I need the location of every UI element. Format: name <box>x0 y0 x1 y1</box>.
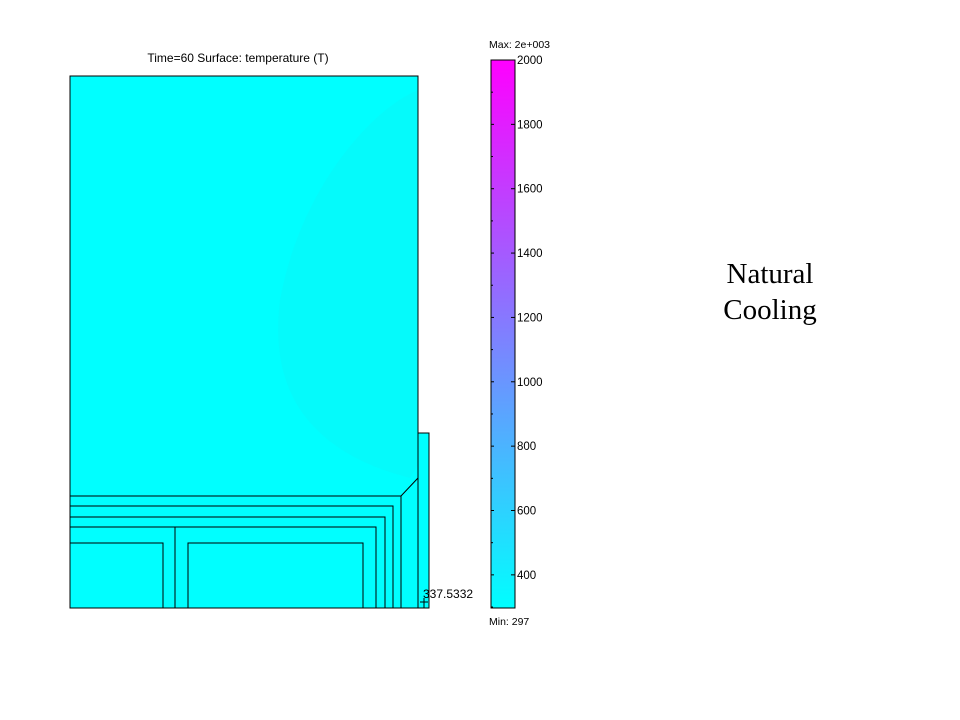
colorbar-tick-label: 1400 <box>517 248 543 260</box>
inner-left-box <box>70 542 164 608</box>
layer-2 <box>70 505 394 608</box>
temperature-contour <box>278 90 418 478</box>
colorbar-tick-label: 1200 <box>517 312 543 324</box>
caption: Natural Cooling <box>700 256 840 328</box>
colorbar-tick-label: 1600 <box>517 184 543 196</box>
probe-marker <box>420 598 428 608</box>
inner-right-box <box>187 542 364 608</box>
caption-line-2: Cooling <box>723 294 817 326</box>
colorbar-tick-label: 1000 <box>517 377 543 389</box>
layer-4 <box>70 526 377 608</box>
layer-3 <box>70 516 386 608</box>
colorbar-tick-label: 1800 <box>517 119 543 131</box>
colorbar-tick-label: 400 <box>517 570 536 582</box>
colorbar-max-label: Max: 2e+003 <box>489 39 550 51</box>
probe-value: 337.5332 <box>423 587 473 601</box>
plot-title: Time=60 Surface: temperature (T) <box>147 51 328 65</box>
colorbar-ticks: 2000 1800 1600 1400 1200 1000 800 600 400 <box>491 55 543 608</box>
colorbar-tick-label: 2000 <box>517 55 543 67</box>
colorbar-gradient <box>490 59 516 609</box>
colorbar-min-label: Min: 297 <box>489 616 529 628</box>
colorbar-tick-label: 800 <box>517 441 536 453</box>
colorbar: Max: 2e+003 2000 1800 1600 1400 1200 1000 800 6… <box>489 39 550 628</box>
caption-line-1: Natural <box>726 258 814 290</box>
geometry-domain <box>69 75 430 609</box>
colorbar-tick-label: 600 <box>517 505 536 517</box>
